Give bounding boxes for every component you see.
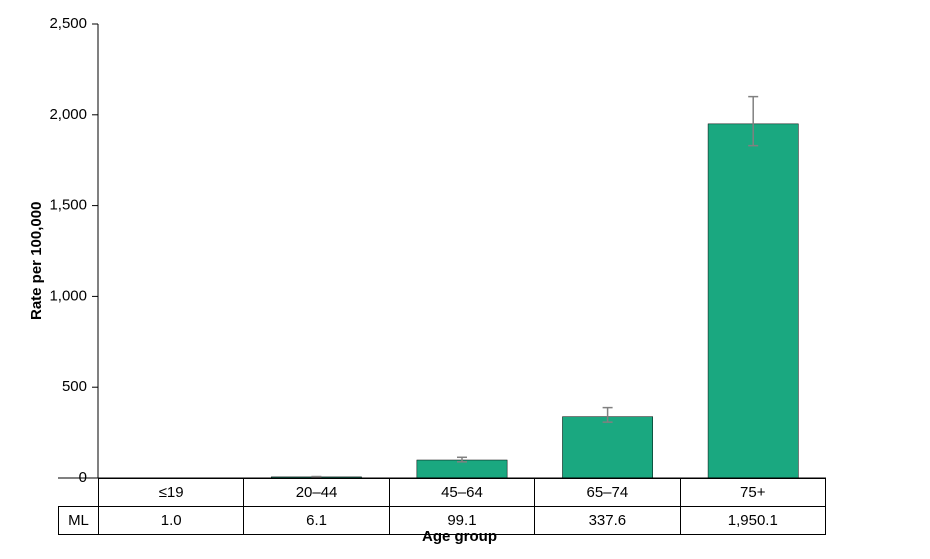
table-header-empty: [59, 479, 99, 507]
category-cell: 45–64: [389, 479, 534, 507]
bar-chart: 05001,0001,5002,0002,500: [0, 0, 930, 559]
y-tick-label: 1,000: [49, 287, 87, 304]
bar: [562, 417, 652, 478]
value-cell: 6.1: [244, 507, 389, 535]
chart-container: 05001,0001,5002,0002,500 Rate per 100,00…: [0, 0, 930, 559]
value-cell: 1.0: [98, 507, 243, 535]
y-tick-label: 500: [62, 378, 87, 395]
data-table: ≤1920–4445–6465–7475+ ML1.06.199.1337.61,…: [58, 478, 826, 535]
y-tick-label: 2,500: [49, 15, 87, 32]
value-cell: 337.6: [535, 507, 680, 535]
y-axis-label: Rate per 100,000: [28, 202, 45, 320]
category-cell: 75+: [680, 479, 825, 507]
bar: [417, 460, 507, 478]
category-cell: ≤19: [98, 479, 243, 507]
value-cell: 99.1: [389, 507, 534, 535]
category-cell: 20–44: [244, 479, 389, 507]
row-header-ml: ML: [59, 507, 99, 535]
value-cell: 1,950.1: [680, 507, 825, 535]
y-tick-label: 1,500: [49, 197, 87, 214]
y-tick-label: 2,000: [49, 106, 87, 123]
bar: [708, 124, 798, 478]
category-cell: 65–74: [535, 479, 680, 507]
